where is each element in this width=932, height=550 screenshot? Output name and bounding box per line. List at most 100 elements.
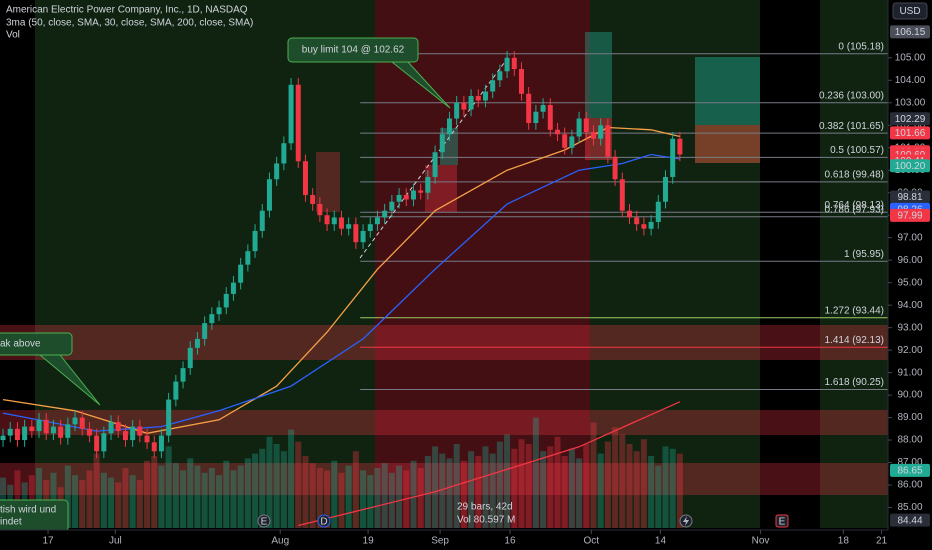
candle-body — [209, 314, 215, 324]
candle-body — [310, 194, 316, 204]
volume-bar — [417, 468, 424, 528]
x-tick-label: 18 — [838, 536, 850, 547]
volume-bar — [309, 463, 316, 528]
volume-bar — [626, 444, 633, 528]
volume-bar — [619, 434, 626, 528]
volume-bar — [460, 460, 467, 528]
price-badge-label: 86.65 — [897, 466, 922, 477]
candle-body — [187, 347, 193, 369]
candle-body — [648, 221, 654, 229]
event-marker[interactable] — [317, 514, 331, 528]
candle-body — [403, 194, 409, 200]
volume-bar — [496, 441, 503, 528]
time-axis — [0, 530, 932, 550]
y-tick-label: 102.00 — [895, 120, 926, 131]
candle-body — [446, 118, 452, 135]
candle-body — [662, 176, 668, 202]
volume-bar — [108, 477, 115, 528]
symbol-title: American Electric Power Company, Inc., 1… — [6, 5, 248, 16]
fib-label: 0.618 (99.48) — [825, 170, 885, 181]
candle-body — [374, 217, 380, 225]
callout-text: ak above — [0, 339, 41, 350]
indicator-legend: 3ma (50, close, SMA, 30, close, SMA, 200… — [6, 18, 253, 29]
candle-body — [626, 210, 632, 218]
volume-bar — [655, 465, 662, 528]
price-badge-label: 102.29 — [895, 114, 926, 125]
candle-body — [122, 431, 128, 441]
zone-green — [590, 0, 760, 528]
candle-body — [29, 426, 35, 432]
measure-volume: Vol 80.597 M — [457, 515, 515, 526]
price-badge — [890, 208, 930, 222]
volume-bar — [36, 468, 43, 528]
volume-bar — [561, 456, 568, 528]
candle-body — [554, 129, 560, 135]
volume-bar — [338, 472, 345, 528]
y-tick-label: 105.00 — [895, 52, 926, 63]
axes: 85.00 86.00 87.00 88.00 89.00 90.00 91.00 92.00… — [42, 25, 930, 547]
candle-body — [526, 93, 532, 124]
candle-body — [230, 282, 236, 294]
price-badge — [890, 126, 930, 140]
candle-body — [641, 224, 647, 229]
candle-body — [576, 118, 582, 137]
event-marker[interactable] — [775, 514, 789, 528]
price-badge-label: 101.66 — [895, 128, 926, 139]
box — [585, 32, 612, 118]
candle-body — [670, 138, 676, 177]
zone-green — [820, 0, 888, 528]
candle-body — [497, 71, 503, 81]
candle-body — [475, 96, 481, 101]
candle-body — [317, 203, 323, 216]
candle-body — [288, 84, 294, 144]
y-tick-label: 93.00 — [897, 322, 922, 333]
volume-bar — [316, 468, 323, 528]
volume-bar — [504, 434, 511, 528]
candle-body — [518, 69, 524, 94]
callout-text: buy limit 104 @ 102.62 — [302, 45, 405, 56]
candle-body — [331, 217, 337, 225]
candle-body — [259, 210, 265, 231]
candle-body — [324, 215, 330, 225]
event-marker[interactable] — [257, 514, 271, 528]
x-tick-label: Oct — [584, 536, 600, 547]
candle-body — [281, 143, 287, 164]
volume-bar — [633, 451, 640, 528]
candle-body — [598, 125, 604, 139]
fib-label: 0 (105.18) — [838, 41, 884, 52]
x-tick-label: 14 — [655, 536, 667, 547]
candle-body — [216, 307, 222, 315]
currency-button[interactable] — [892, 2, 928, 20]
candle-body — [130, 426, 136, 441]
y-tick-label: 86.00 — [897, 480, 922, 491]
candle-body — [72, 417, 78, 425]
candle-body — [202, 323, 208, 339]
candle-body — [36, 419, 42, 432]
volume-bar — [180, 470, 187, 528]
volume-bar — [72, 475, 79, 528]
volume-bar — [468, 451, 475, 528]
candle-body — [238, 264, 244, 283]
candle-body — [94, 435, 100, 452]
candle-body — [389, 201, 395, 211]
candle-body — [612, 156, 618, 180]
candle-body — [79, 417, 85, 429]
volume-bar — [172, 463, 179, 528]
volume-bar — [381, 463, 388, 528]
volume-bar — [345, 465, 352, 528]
volume-bar — [273, 444, 280, 528]
candle-body — [338, 217, 344, 229]
y-tick-label: 85.00 — [897, 502, 922, 513]
price-badge-label: 106.15 — [895, 27, 926, 38]
volume-bar — [151, 456, 158, 528]
volume-bar — [237, 465, 244, 528]
volume-bar — [547, 446, 554, 528]
volume-bar — [100, 472, 107, 528]
volume-bar — [302, 456, 309, 528]
fib-label: 0.5 (100.57) — [830, 145, 884, 156]
candle-body — [605, 125, 611, 157]
candle-body — [583, 118, 589, 132]
volume-bar — [194, 465, 201, 528]
fib-levels: 0 (105.18) 0.236 (103.00) 0.382 (101.65) 0.… — [360, 41, 888, 390]
event-label: D — [320, 517, 327, 528]
